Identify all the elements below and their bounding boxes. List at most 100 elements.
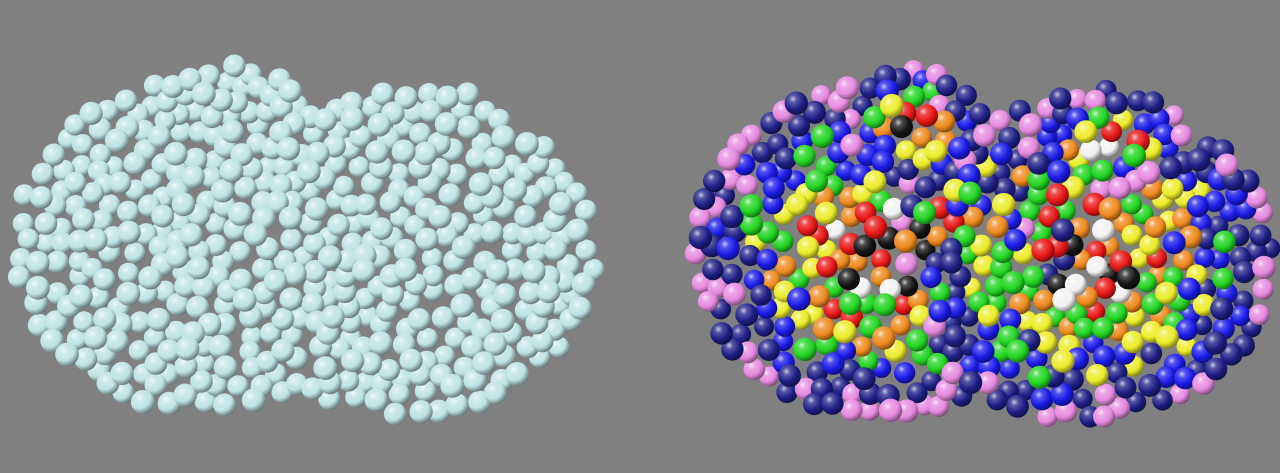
violet-sphere xyxy=(1093,405,1115,428)
sphere xyxy=(141,169,163,191)
green-sphere xyxy=(793,337,817,362)
sphere xyxy=(243,222,268,247)
orange-sphere xyxy=(1011,165,1034,187)
yellow-sphere xyxy=(1051,349,1075,373)
sphere xyxy=(333,175,355,198)
sphere xyxy=(514,205,537,228)
sphere xyxy=(451,235,476,260)
sphere xyxy=(124,242,146,264)
sphere xyxy=(71,155,93,177)
red-sphere xyxy=(1031,238,1055,262)
sphere xyxy=(468,172,493,197)
blue-sphere xyxy=(762,176,785,199)
sphere xyxy=(571,272,596,296)
violet-sphere xyxy=(1215,153,1239,177)
green-sphere xyxy=(805,169,828,193)
sphere xyxy=(114,89,138,112)
sphere xyxy=(31,162,55,186)
sphere xyxy=(521,185,545,208)
yellow-sphere xyxy=(992,192,1016,217)
sphere xyxy=(278,79,302,103)
sphere xyxy=(536,279,561,304)
orange-sphere xyxy=(812,317,836,341)
sphere xyxy=(117,200,140,224)
navy-sphere xyxy=(1027,152,1051,175)
sphere xyxy=(370,217,393,240)
sphere xyxy=(457,115,481,140)
yellow-sphere xyxy=(786,193,809,216)
sphere xyxy=(313,108,337,132)
green-sphere xyxy=(739,212,764,236)
sphere xyxy=(465,147,488,170)
violet-sphere xyxy=(1108,176,1131,200)
sphere xyxy=(79,101,103,125)
green-sphere xyxy=(1001,271,1025,295)
blue-sphere xyxy=(893,362,916,384)
green-sphere xyxy=(1213,230,1236,254)
yellow-sphere xyxy=(1121,330,1145,354)
sphere xyxy=(318,387,341,410)
sphere xyxy=(391,139,416,164)
blue-sphere xyxy=(1174,367,1197,390)
yellow-sphere xyxy=(1074,120,1098,143)
sphere xyxy=(72,208,95,231)
sphere xyxy=(234,176,257,200)
navy-sphere xyxy=(1049,87,1072,110)
sphere xyxy=(40,328,64,353)
sphere xyxy=(165,320,188,344)
blue-sphere xyxy=(928,299,952,323)
sphere xyxy=(165,244,190,269)
blue-sphere xyxy=(1093,345,1116,368)
blue-sphere xyxy=(871,150,895,173)
navy-sphere xyxy=(688,225,713,250)
sphere xyxy=(269,173,293,197)
sphere xyxy=(368,331,393,355)
navy-sphere xyxy=(1138,373,1162,397)
sphere xyxy=(348,156,370,178)
violet-sphere xyxy=(743,358,766,381)
sphere xyxy=(355,193,377,216)
orange-sphere xyxy=(1033,289,1055,311)
sphere xyxy=(381,283,404,306)
violet-sphere xyxy=(1252,255,1276,280)
sphere xyxy=(193,352,215,375)
green-sphere xyxy=(1073,317,1095,339)
red-sphere xyxy=(816,256,838,278)
sphere xyxy=(205,212,227,235)
white-sphere xyxy=(1052,288,1076,312)
green-sphere xyxy=(1019,200,1041,222)
sphere xyxy=(229,241,251,263)
sphere xyxy=(157,339,181,363)
sphere xyxy=(7,265,31,289)
blue-sphere xyxy=(989,142,1013,166)
sphere xyxy=(364,388,389,412)
yellow-sphere xyxy=(1155,281,1178,305)
navy-sphere xyxy=(721,263,743,286)
sphere xyxy=(26,250,50,275)
violet-sphere xyxy=(719,168,742,190)
navy-sphere xyxy=(1142,91,1165,114)
yellow-sphere xyxy=(970,234,993,257)
sphere xyxy=(450,293,475,318)
blue-sphere xyxy=(762,193,784,215)
navy-sphere xyxy=(703,169,726,193)
sphere xyxy=(105,329,129,353)
yellow-sphere xyxy=(973,254,995,277)
sphere xyxy=(543,237,568,262)
sphere xyxy=(493,283,517,307)
green-sphere xyxy=(958,181,982,205)
orange-sphere xyxy=(851,336,873,357)
sphere xyxy=(72,134,94,156)
green-sphere xyxy=(1027,365,1052,389)
sphere xyxy=(480,220,504,244)
navy-sphere xyxy=(1232,260,1256,284)
navy-sphere xyxy=(1152,389,1173,411)
sphere xyxy=(13,184,36,206)
yellow-sphere xyxy=(1192,293,1215,317)
sphere xyxy=(393,238,418,263)
orange-sphere xyxy=(911,127,933,148)
sphere xyxy=(378,359,400,381)
sphere xyxy=(352,258,376,283)
blue-sphere xyxy=(1230,305,1251,327)
